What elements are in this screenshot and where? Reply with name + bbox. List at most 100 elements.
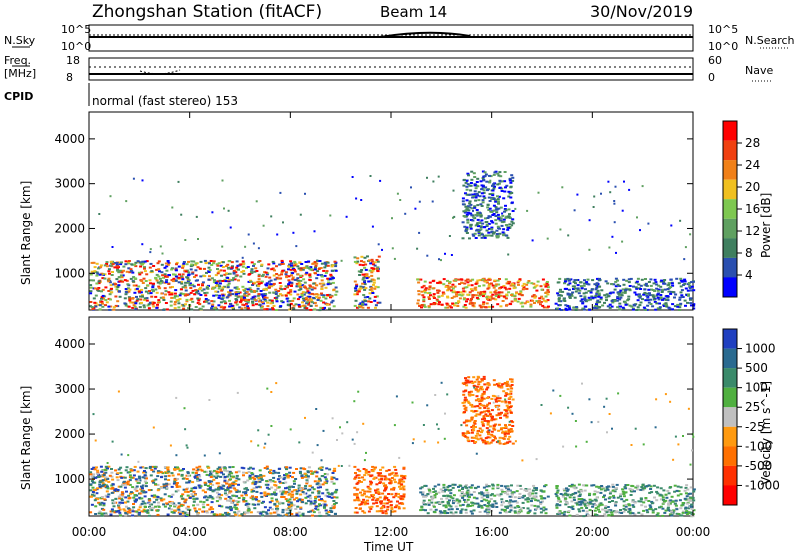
data-cell [289,260,293,263]
data-cell [493,500,497,503]
data-cell [639,284,643,287]
data-cell [446,495,450,498]
data-cell [357,270,361,273]
data-cell [147,489,151,492]
data-cell [324,494,328,497]
data-cell [522,282,526,285]
data-cell [247,503,251,506]
data-cell [182,307,186,310]
data-cell [177,180,180,183]
nsearch-label: N.Search [745,34,795,47]
data-cell [244,490,248,493]
data-cell [218,468,222,471]
data-cell [186,490,190,493]
data-cell [92,261,96,264]
data-cell [280,273,283,276]
data-cell [123,476,127,479]
data-cell [290,513,294,515]
data-cell [150,270,154,273]
data-cell [470,416,474,419]
data-cell [449,496,453,499]
data-cell [215,496,219,499]
data-cell [375,259,379,261]
data-cell [475,181,479,183]
data-cell [235,512,239,515]
data-cell [366,502,370,505]
data-cell [192,497,196,500]
data-cell [480,399,484,402]
data-cell [362,468,366,470]
data-cell [473,405,477,408]
data-cell [470,440,474,442]
data-cell [133,499,137,502]
data-cell [630,305,634,308]
data-cell [594,305,598,308]
data-cell [207,270,211,273]
data-cell [115,510,119,513]
data-cell [539,303,542,306]
data-cell [467,174,470,177]
data-cell [94,305,98,308]
data-cell [141,260,145,263]
data-cell [389,480,393,482]
data-cell [353,493,357,496]
data-cell [546,495,550,498]
data-cell [205,285,209,288]
data-cell [642,293,646,296]
data-cell [461,488,464,490]
data-cell [173,273,177,276]
data-cell [557,308,561,310]
data-cell [108,308,112,311]
data-cell [321,475,325,477]
data-cell [365,495,368,498]
data-cell [482,179,486,181]
data-cell [304,291,308,294]
data-cell [95,472,99,475]
data-cell [110,291,114,294]
data-cell [504,278,508,281]
data-cell [105,513,108,516]
data-cell [95,492,99,495]
data-cell [642,306,646,309]
data-cell [379,179,382,182]
data-cell [490,417,494,420]
data-cell [530,282,534,285]
data-cell [177,505,181,508]
data-cell [366,255,369,258]
data-cell [370,267,374,270]
data-cell [438,301,441,304]
data-cell [134,486,138,489]
data-cell [666,299,670,302]
data-cell [300,294,304,296]
data-cell [120,499,124,502]
data-cell [104,286,108,289]
data-cell [241,285,245,288]
data-cell [388,473,392,476]
data-cell [327,511,331,513]
data-cell [141,500,145,503]
data-cell [624,289,628,291]
data-cell [496,279,500,282]
data-cell [197,484,201,487]
mhz-label: [MHz] [4,67,36,80]
data-cell [332,500,336,502]
data-cell [502,218,506,221]
data-cell [311,262,315,265]
data-cell [500,400,504,403]
data-cell [231,265,234,268]
data-cell [281,269,285,272]
data-cell [481,295,485,298]
data-cell [476,502,480,505]
freq-tick-top: 18 [66,54,80,67]
data-cell [463,225,467,228]
data-cell [440,259,442,262]
data-cell [146,511,150,514]
data-cell [444,252,446,255]
data-cell [546,286,550,289]
data-cell [476,398,480,400]
data-cell [254,497,257,500]
data-cell [513,511,517,514]
data-cell [483,510,487,513]
data-cell [234,275,238,278]
data-cell [273,278,277,281]
